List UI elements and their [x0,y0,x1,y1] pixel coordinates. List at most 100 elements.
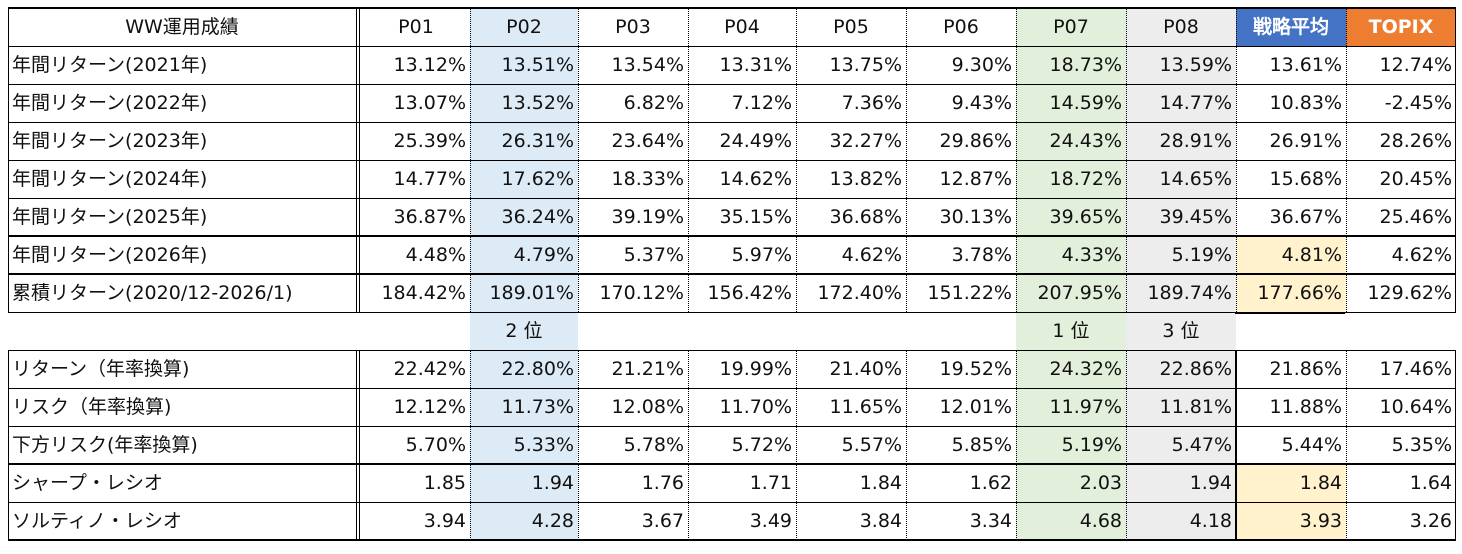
rule [8,7,1456,9]
rule [470,350,471,540]
value-cell: 5.85% [951,434,1012,456]
rule [688,350,689,540]
row-label: シャープ・レシオ [12,472,163,494]
value-cell: 39.19% [611,206,684,228]
rule [578,8,579,312]
value-cell: 12.12% [393,396,466,418]
value-cell: 7.12% [731,92,792,114]
value-cell: 13.12% [393,54,466,76]
rule [906,8,907,312]
rule [1235,312,1345,314]
value-cell: 14.62% [719,168,792,190]
value-cell: 32.27% [829,130,902,152]
rule [8,122,1456,123]
value-cell: 13.31% [719,54,792,76]
value-cell: 3.84 [859,510,902,532]
value-cell: -2.45% [1384,92,1452,114]
value-cell: 25.46% [1379,206,1452,228]
value-cell: 18.72% [1016,160,1126,198]
value-cell: 22.42% [393,358,466,380]
value-cell: 177.66% [1236,274,1346,312]
value-cell: 3.93 [1236,502,1346,540]
value-cell: 3.78% [951,244,1012,266]
value-cell: 4.79% [470,236,578,274]
value-cell: 19.52% [939,358,1012,380]
rule [8,84,1456,85]
value-cell: 3.67 [641,510,684,532]
rule [8,463,1456,465]
rule [356,350,357,540]
value-cell: 7.36% [841,92,902,114]
value-cell: 24.43% [1016,122,1126,160]
rule [796,8,797,312]
value-cell: 28.91% [1126,122,1236,160]
rule [8,273,1456,275]
value-cell: 5.35% [1391,434,1452,456]
rule [1235,350,1237,540]
value-cell: 13.54% [611,54,684,76]
value-cell: 5.33% [470,426,578,464]
value-cell: 13.59% [1126,46,1236,84]
row-label: 年間リターン(2025年) [12,206,208,228]
rule [359,350,360,540]
row-label: 年間リターン(2022年) [12,92,208,114]
rule [1236,8,1237,312]
rule [1455,8,1456,312]
column-header: P03 [615,16,651,38]
value-cell: 5.19% [1126,236,1236,274]
value-cell: 5.70% [405,434,466,456]
column-header: P02 [470,8,578,46]
row-label: リスク（年率換算) [12,396,172,418]
value-cell: 3.26 [1409,510,1452,532]
rule [688,8,689,312]
value-cell: 11.97% [1016,388,1126,426]
rule [8,8,9,312]
value-cell: 11.81% [1126,388,1236,426]
rule [1455,350,1456,540]
value-cell: 13.07% [393,92,466,114]
value-cell: 4.81% [1236,236,1346,274]
rule [8,198,1456,199]
rule [906,350,907,540]
column-header: P04 [724,16,760,38]
rank-label: 3 位 [1126,312,1236,350]
value-cell: 5.57% [841,434,902,456]
value-cell: 14.65% [1126,160,1236,198]
value-cell: 1.84 [1236,464,1346,502]
value-cell: 18.33% [611,168,684,190]
value-cell: 10.64% [1379,396,1452,418]
value-cell: 5.37% [623,244,684,266]
value-cell: 21.21% [611,358,684,380]
rule [8,350,1456,351]
column-header: TOPIX [1346,8,1456,46]
value-cell: 12.74% [1379,54,1452,76]
value-cell: 172.40% [817,282,902,304]
rule [1016,350,1017,540]
rule [1346,8,1347,312]
row-label: 年間リターン(2024年) [12,168,208,190]
row-label: 年間リターン(2023年) [12,130,208,152]
rule [796,350,797,540]
value-cell: 13.52% [470,84,578,122]
value-cell: 4.28 [470,502,578,540]
value-cell: 4.48% [405,244,466,266]
rule [8,426,1456,427]
rule [8,388,1456,389]
value-cell: 170.12% [599,282,684,304]
value-cell: 189.74% [1126,274,1236,312]
rule [356,8,357,312]
value-cell: 11.65% [829,396,902,418]
rule [1126,8,1127,312]
row-label: リターン（年率換算) [12,358,190,380]
value-cell: 30.13% [939,206,1012,228]
rule [470,8,471,312]
value-cell: 24.32% [1016,350,1126,388]
value-cell: 21.86% [1269,358,1342,380]
rule [1016,8,1017,312]
value-cell: 6.82% [623,92,684,114]
value-cell: 26.91% [1269,130,1342,152]
value-cell: 1.84 [859,472,902,494]
rule [8,235,1456,237]
rule [8,539,1456,541]
header-title: WW運用成績 [125,16,239,38]
